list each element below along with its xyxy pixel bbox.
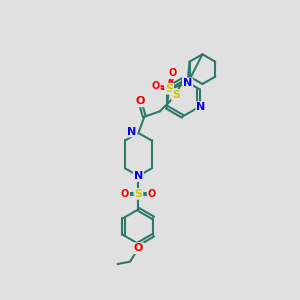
Text: O: O — [148, 189, 156, 199]
Text: S: S — [172, 90, 180, 100]
Text: O: O — [134, 243, 143, 253]
Text: N: N — [127, 127, 136, 136]
Text: S: S — [165, 84, 173, 94]
Text: N: N — [134, 171, 143, 181]
Text: O: O — [121, 189, 129, 199]
Text: O: O — [152, 81, 160, 92]
Text: O: O — [169, 68, 177, 78]
Text: N: N — [183, 78, 192, 88]
Text: S: S — [134, 189, 142, 199]
Text: O: O — [135, 96, 145, 106]
Text: N: N — [196, 102, 206, 112]
